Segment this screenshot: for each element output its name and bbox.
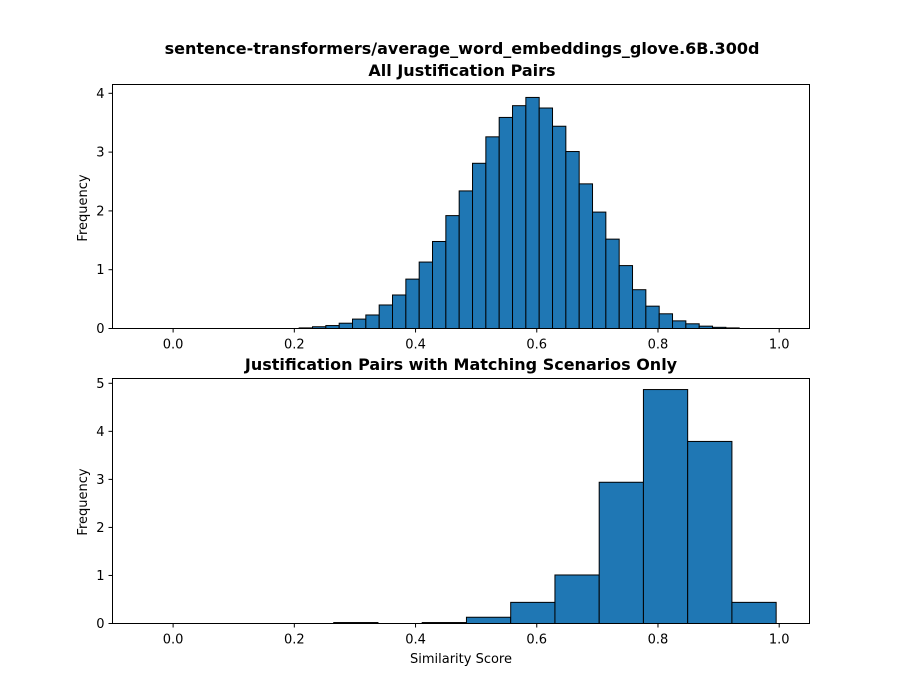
top-histogram-bar <box>405 278 420 329</box>
bottom-x-tick-label: 0.8 <box>648 633 669 648</box>
top-histogram-bar <box>485 136 500 329</box>
bottom-panel-title: Justification Pairs with Matching Scenar… <box>244 355 678 374</box>
top-histogram-bar <box>392 294 407 329</box>
bottom-histogram-bar <box>598 481 644 625</box>
bottom-x-tick-label: 1.0 <box>769 633 790 648</box>
top-x-tick-label: 0.2 <box>284 338 305 353</box>
top-bars <box>298 96 740 330</box>
top-histogram-bar <box>632 289 647 330</box>
top-x-tick-label: 0.0 <box>163 338 184 353</box>
top-histogram-bar <box>418 261 434 329</box>
bottom-y-tick-label: 1 <box>96 569 104 584</box>
bottom-x-axis-label: Similarity Score <box>410 652 512 667</box>
top-histogram-bar <box>445 215 460 329</box>
top-y-ticks: 0 1 2 3 4 <box>96 87 113 337</box>
top-histogram-bar <box>618 265 634 329</box>
bottom-histogram-bar <box>687 440 733 624</box>
bottom-y-tick-label: 0 <box>96 617 104 632</box>
top-histogram-bar <box>672 320 687 329</box>
top-histogram-bar <box>352 318 367 329</box>
figure-title: sentence-transformers/average_word_embed… <box>165 39 760 58</box>
bottom-y-axis-label: Frequency <box>76 468 91 535</box>
top-histogram-bar <box>525 96 540 330</box>
bottom-y-tick-label: 5 <box>96 377 104 392</box>
top-histogram-bar <box>432 240 447 329</box>
top-histogram-bar <box>565 151 580 329</box>
top-x-ticks: 0.0 0.2 0.4 0.6 0.8 1.0 <box>163 328 790 353</box>
top-histogram-bar <box>605 238 620 330</box>
bottom-histogram-bar <box>554 574 600 624</box>
bottom-histogram-bar <box>510 601 556 624</box>
top-y-tick-label: 1 <box>96 263 104 278</box>
top-histogram-bar <box>458 190 474 329</box>
bottom-x-tick-label: 0.2 <box>284 633 305 648</box>
top-histogram-bar <box>645 305 660 330</box>
top-y-tick-label: 4 <box>96 87 104 102</box>
bottom-histogram-bar <box>642 389 689 624</box>
top-histogram-bar <box>338 322 354 329</box>
top-histogram-bar <box>685 323 700 329</box>
top-x-tick-label: 1.0 <box>769 338 790 353</box>
top-y-tick-label: 2 <box>96 204 104 219</box>
bottom-x-tick-label: 0.0 <box>163 633 184 648</box>
top-histogram-bar <box>658 313 674 329</box>
top-y-tick-label: 0 <box>96 322 104 337</box>
top-histogram-bar <box>378 304 394 330</box>
bottom-y-tick-label: 3 <box>96 473 104 488</box>
top-axes-frame <box>112 84 810 329</box>
bottom-axes-frame <box>112 378 810 624</box>
top-histogram-bar <box>498 116 514 330</box>
top-panel-title: All Justification Pairs <box>368 61 555 80</box>
bottom-y-tick-label: 2 <box>96 521 104 536</box>
top-histogram-bar <box>512 105 527 329</box>
bottom-histogram-bar <box>465 616 512 624</box>
bottom-y-ticks: 0 1 2 3 4 5 <box>96 377 113 632</box>
top-histogram-bar <box>472 162 487 329</box>
bottom-bars <box>333 389 777 625</box>
bottom-histogram-bar <box>731 601 777 624</box>
bottom-y-tick-label: 4 <box>96 425 104 440</box>
top-y-tick-label: 3 <box>96 146 104 161</box>
top-x-tick-label: 0.6 <box>526 338 547 353</box>
top-histogram-bar <box>365 314 380 330</box>
top-histogram-bar <box>592 211 607 329</box>
bottom-x-tick-label: 0.4 <box>405 633 426 648</box>
top-histogram-bar <box>578 183 594 329</box>
top-y-axis-label: Frequency <box>76 174 91 241</box>
top-histogram-panel: All Justification Pairs 0.0 0.2 0.4 0.6 0.8 1… <box>76 61 810 353</box>
top-histogram-bar <box>552 125 567 329</box>
top-x-tick-label: 0.4 <box>405 338 426 353</box>
bottom-histogram-panel: Justification Pairs with Matching Scenar… <box>76 355 810 667</box>
bottom-x-ticks: 0.0 0.2 0.4 0.6 0.8 1.0 <box>163 623 790 648</box>
top-histogram-bar <box>538 107 554 329</box>
bottom-x-tick-label: 0.6 <box>526 633 547 648</box>
top-x-tick-label: 0.8 <box>648 338 669 353</box>
